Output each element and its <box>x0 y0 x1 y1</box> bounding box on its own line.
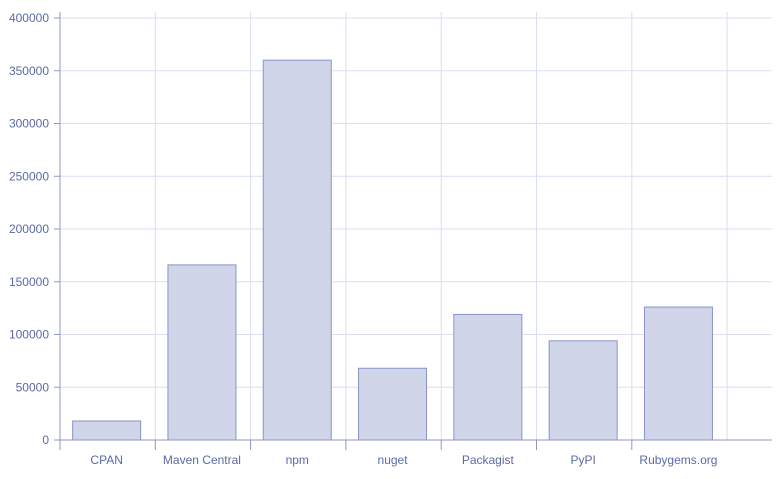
y-tick-label: 0 <box>42 433 49 447</box>
x-tick-label: nuget <box>378 453 409 467</box>
y-tick-label: 250000 <box>9 169 49 183</box>
bar-cpan <box>72 420 142 441</box>
bar-packagist <box>453 313 523 441</box>
bar-maven-central <box>167 264 237 441</box>
x-tick-label: Rubygems.org <box>639 453 717 467</box>
y-tick-label: 50000 <box>16 380 50 394</box>
bar-pypi <box>548 340 618 441</box>
y-tick-label: 100000 <box>9 328 49 342</box>
y-tick-label: 350000 <box>9 64 49 78</box>
x-tick-label: CPAN <box>90 453 122 467</box>
y-tick-label: 300000 <box>9 117 49 131</box>
x-tick-label: Packagist <box>462 453 515 467</box>
bar-rubygems-org <box>643 306 713 441</box>
y-tick-label: 200000 <box>9 222 49 236</box>
y-tick-label: 150000 <box>9 275 49 289</box>
bar-npm <box>262 59 332 441</box>
y-tick-label: 400000 <box>9 11 49 25</box>
x-tick-label: Maven Central <box>163 453 241 467</box>
x-tick-label: npm <box>286 453 309 467</box>
x-tick-label: PyPI <box>570 453 595 467</box>
bar-nuget <box>358 367 428 441</box>
